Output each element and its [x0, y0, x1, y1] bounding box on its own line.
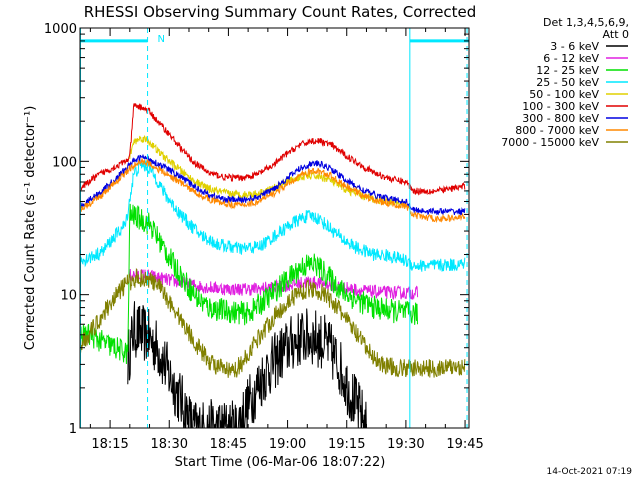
legend-label: 3 - 6 keV [550, 40, 599, 53]
plot-frame [79, 27, 470, 429]
series-line-7000-15000-kev [80, 267, 466, 378]
legend-label: 12 - 25 keV [536, 64, 599, 77]
legend-item-25-50-kev: 25 - 50 keV [536, 76, 628, 89]
legend-item-800-7000-kev: 800 - 7000 keV [515, 124, 628, 137]
chart-title: RHESSI Observing Summary Count Rates, Co… [84, 3, 477, 21]
x-axis-title: Start Time (06-Mar-06 18:07:22) [175, 455, 386, 470]
y-tick-label: 1000 [44, 22, 77, 37]
legend-header-line-1: Det 1,3,4,5,6,9, [543, 16, 629, 29]
legend-item-3-6-kev: 3 - 6 keV [550, 40, 628, 53]
y-tick-label: 1 [69, 422, 77, 437]
series-line-50-100-kev [129, 135, 407, 208]
series-line-3-6-kev [127, 301, 367, 428]
x-tick-label: 18:45 [210, 437, 247, 452]
legend-item-7000-15000-kev: 7000 - 15000 keV [501, 136, 628, 149]
x-tick-label: 19:30 [387, 437, 424, 452]
night-annotation-label: N [157, 34, 164, 45]
legend-label: 25 - 50 keV [536, 76, 599, 89]
legend-item-12-25-kev: 12 - 25 keV [536, 64, 628, 77]
legend-label: 800 - 7000 keV [515, 124, 599, 137]
y-tick-label: 10 [60, 289, 77, 304]
y-axis-title: Corrected Count Rate (s⁻¹ detector⁻¹) [23, 106, 38, 351]
legend-item-50-100-kev: 50 - 100 keV [529, 88, 628, 101]
legend-label: 7000 - 15000 keV [501, 136, 599, 149]
legend-label: 300 - 800 keV [522, 112, 599, 125]
y-tick-label: 100 [52, 155, 77, 170]
legend-label: 6 - 12 keV [543, 52, 599, 65]
x-tick-label: 19:00 [269, 437, 306, 452]
legend-header-line-2: Att 0 [603, 28, 629, 41]
series-line-100-300-kev [80, 103, 466, 196]
y-axis-title-text: Corrected Count Rate (s⁻¹ detector⁻¹) [23, 106, 38, 351]
legend-label: 50 - 100 keV [529, 88, 599, 101]
legend-item-300-800-kev: 300 - 800 keV [522, 112, 628, 125]
legend-item-100-300-kev: 100 - 300 keV [522, 100, 628, 113]
x-tick-label: 18:30 [151, 437, 188, 452]
series-line-12-25-kev [80, 203, 418, 365]
series-line-25-50-kev [80, 160, 466, 273]
x-tick-label: 19:45 [446, 437, 483, 452]
legend-label: 100 - 300 keV [522, 100, 599, 113]
series-line-800-7000-kev [80, 158, 466, 224]
legend-item-6-12-kev: 6 - 12 keV [543, 52, 628, 65]
series-line-300-800-kev [80, 154, 466, 216]
timestamp-footnote: 14-Oct-2021 07:19 [547, 467, 633, 477]
x-tick-label: 18:15 [91, 437, 128, 452]
x-tick-label: 19:15 [328, 437, 365, 452]
